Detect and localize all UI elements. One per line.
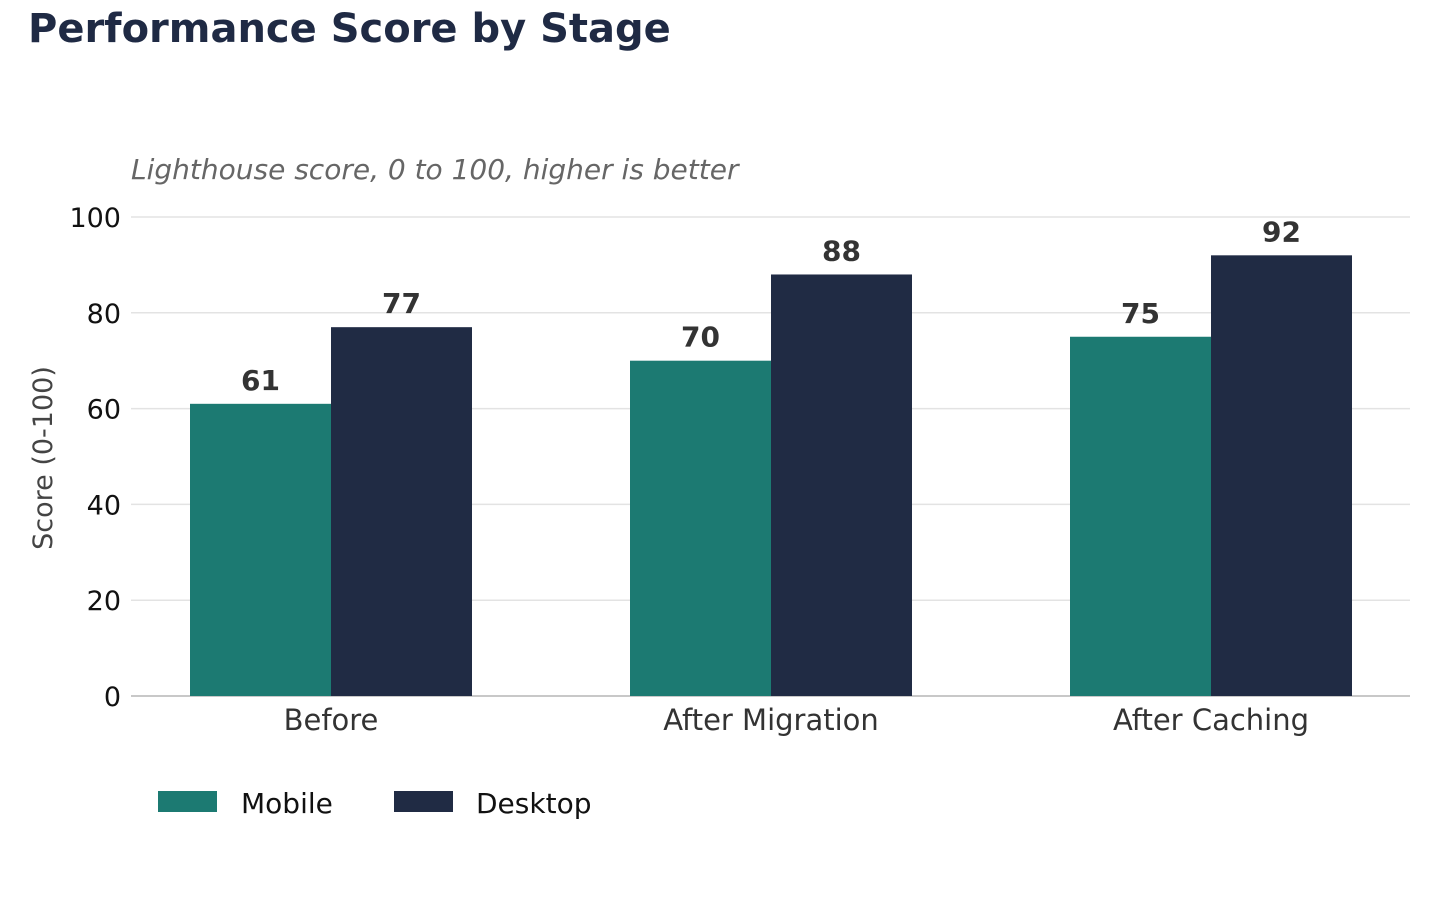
x-tick-label: Before xyxy=(284,703,379,737)
y-tick-label: 40 xyxy=(87,490,121,521)
y-tick-label: 100 xyxy=(69,203,121,234)
data-labels: 61 77 70 88 75 92 xyxy=(241,215,1301,396)
bar-desktop-2 xyxy=(1211,255,1352,696)
y-axis-ticks: 0 20 40 60 80 100 xyxy=(69,203,121,713)
legend-label-mobile: Mobile xyxy=(241,787,333,820)
data-label: 77 xyxy=(382,287,421,320)
legend-label-desktop: Desktop xyxy=(476,787,591,820)
legend-swatch-desktop xyxy=(394,791,453,812)
bar-mobile-2 xyxy=(1070,336,1211,696)
data-label: 75 xyxy=(1121,297,1160,330)
y-tick-label: 60 xyxy=(87,395,121,426)
bar-desktop-0 xyxy=(331,327,472,696)
chart-subtitle: Lighthouse score, 0 to 100, higher is be… xyxy=(131,153,740,186)
chart-title: Performance Score by Stage xyxy=(28,6,671,52)
y-tick-label: 20 xyxy=(87,586,121,617)
data-label: 92 xyxy=(1262,215,1301,248)
y-tick-label: 0 xyxy=(104,682,121,713)
bar-mobile-0 xyxy=(190,403,331,696)
y-tick-label: 80 xyxy=(87,299,121,330)
bar-desktop-1 xyxy=(771,274,912,696)
y-axis-label: Score (0-100) xyxy=(28,366,59,550)
legend: Mobile Desktop xyxy=(158,787,591,820)
bar-mobile-1 xyxy=(630,360,771,696)
x-tick-label: After Migration xyxy=(663,703,879,737)
data-label: 88 xyxy=(822,234,861,267)
x-axis-ticks: Before After Migration After Caching xyxy=(284,703,1309,737)
x-tick-label: After Caching xyxy=(1113,703,1309,737)
data-label: 61 xyxy=(241,364,280,397)
legend-swatch-mobile xyxy=(158,791,217,812)
data-label: 70 xyxy=(681,321,720,354)
bars xyxy=(190,255,1352,696)
